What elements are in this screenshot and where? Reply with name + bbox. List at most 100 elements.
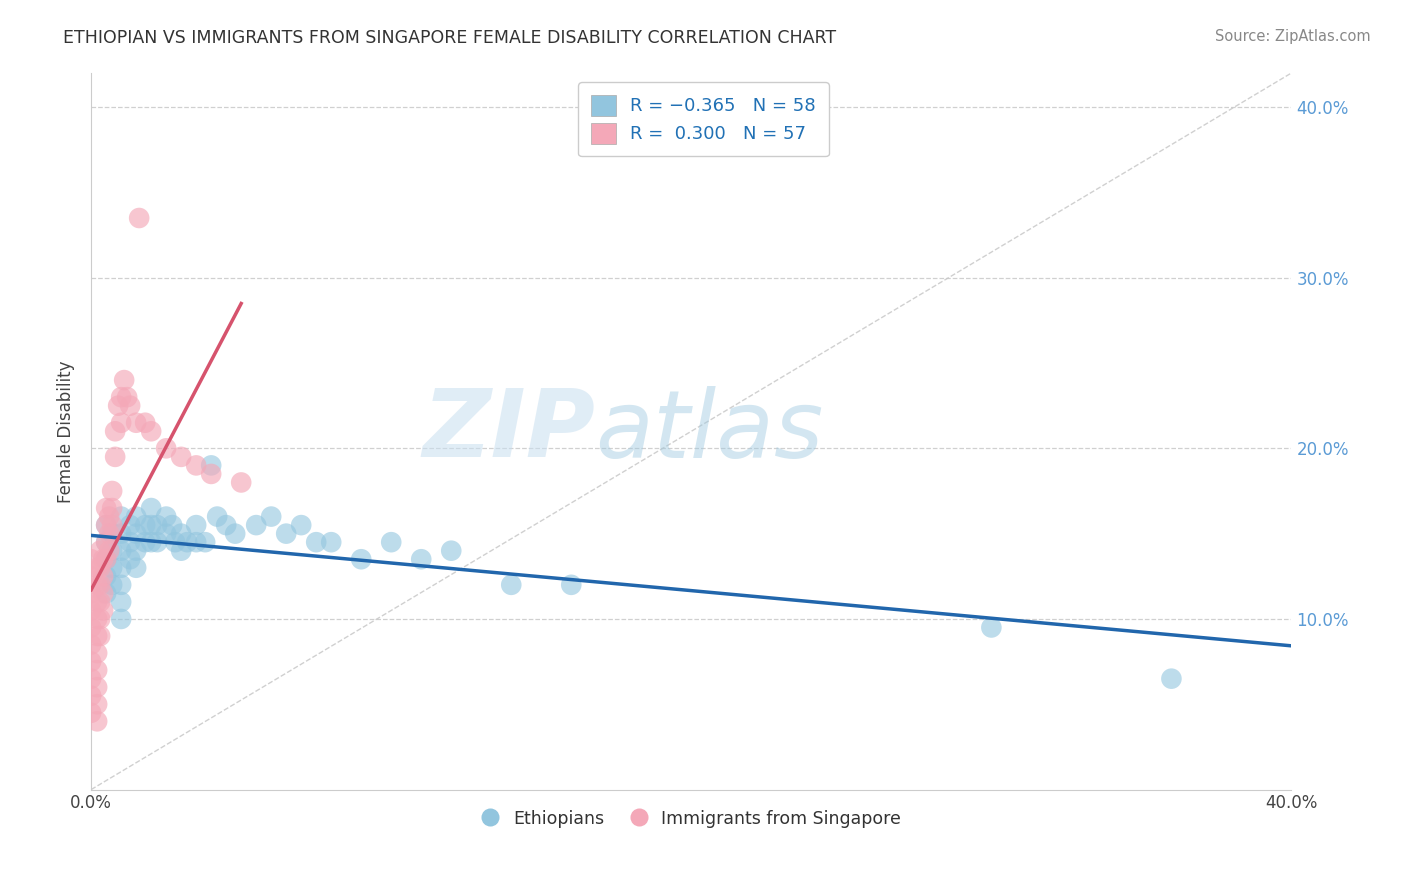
Point (86, 612, 108, 626)
Point (290, 518, 312, 533)
Point (101, 561, 124, 575)
Point (89, 629, 111, 643)
Point (96, 586, 118, 600)
Point (170, 450, 193, 464)
Point (80, 569, 103, 583)
Point (86, 714, 108, 729)
Point (86, 646, 108, 660)
Point (96, 535, 118, 549)
Point (120, 399, 142, 413)
Text: ZIP: ZIP (422, 385, 595, 477)
Point (120, 518, 142, 533)
Point (215, 518, 238, 533)
Point (80, 638, 103, 652)
Point (194, 535, 217, 549)
Point (110, 612, 132, 626)
Point (141, 424, 163, 438)
Point (141, 518, 163, 533)
Point (86, 595, 108, 609)
Point (224, 526, 246, 541)
Point (276, 526, 298, 541)
Point (155, 442, 177, 456)
Point (120, 535, 142, 549)
Text: Source: ZipAtlas.com: Source: ZipAtlas.com (1215, 29, 1371, 44)
Point (134, 518, 156, 533)
Point (146, 518, 169, 533)
Point (80, 689, 103, 703)
Point (110, 416, 132, 430)
Point (96, 535, 118, 549)
Point (86, 680, 108, 694)
Point (200, 458, 222, 473)
Point (170, 543, 193, 558)
Point (231, 475, 253, 490)
Point (86, 698, 108, 712)
Point (125, 416, 148, 430)
Point (141, 501, 163, 516)
Point (146, 535, 169, 549)
Point (176, 535, 198, 549)
Point (186, 535, 208, 549)
Point (86, 561, 108, 575)
Point (245, 518, 267, 533)
Point (200, 467, 222, 481)
Point (96, 569, 118, 583)
Point (80, 552, 103, 566)
Point (112, 373, 135, 387)
Point (80, 586, 103, 600)
Point (98, 509, 121, 524)
Point (80, 706, 103, 720)
Point (91, 552, 114, 566)
Point (170, 526, 193, 541)
Point (110, 561, 132, 575)
Point (110, 543, 132, 558)
Point (80, 603, 103, 617)
Point (125, 509, 148, 524)
Point (110, 595, 132, 609)
Point (101, 483, 124, 498)
Point (86, 629, 108, 643)
Point (89, 543, 111, 558)
Point (101, 578, 124, 592)
Point (125, 543, 148, 558)
Point (107, 399, 129, 413)
Point (96, 552, 118, 566)
Point (86, 578, 108, 592)
Point (110, 509, 132, 524)
Point (101, 518, 124, 533)
Point (110, 526, 132, 541)
Point (134, 416, 156, 430)
Point (101, 501, 124, 516)
Point (89, 561, 111, 575)
Point (110, 578, 132, 592)
Point (380, 535, 402, 549)
Point (104, 450, 127, 464)
Point (80, 672, 103, 686)
Point (186, 458, 208, 473)
Point (205, 509, 228, 524)
Point (89, 612, 111, 626)
Point (98, 526, 121, 541)
Y-axis label: Female Disability: Female Disability (58, 360, 75, 502)
Point (91, 569, 114, 583)
Point (96, 501, 118, 516)
Point (96, 552, 118, 566)
Point (141, 535, 163, 549)
Point (134, 535, 156, 549)
Point (440, 543, 463, 558)
Point (155, 526, 177, 541)
Point (980, 620, 1002, 634)
Point (501, 578, 523, 592)
Point (165, 535, 187, 549)
Point (125, 526, 148, 541)
Point (186, 518, 208, 533)
Point (321, 535, 343, 549)
Point (104, 424, 127, 438)
Point (91, 603, 114, 617)
Point (115, 390, 138, 404)
Point (1160, 672, 1182, 686)
Point (96, 518, 118, 533)
Point (120, 552, 142, 566)
Point (260, 509, 283, 524)
Point (80, 620, 103, 634)
